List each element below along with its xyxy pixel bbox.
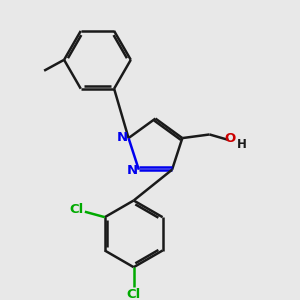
Text: O: O: [224, 132, 236, 145]
Text: N: N: [127, 164, 138, 177]
Text: H: H: [237, 138, 247, 151]
Text: N: N: [116, 130, 128, 143]
Text: Cl: Cl: [127, 288, 141, 300]
Text: Cl: Cl: [70, 203, 84, 216]
